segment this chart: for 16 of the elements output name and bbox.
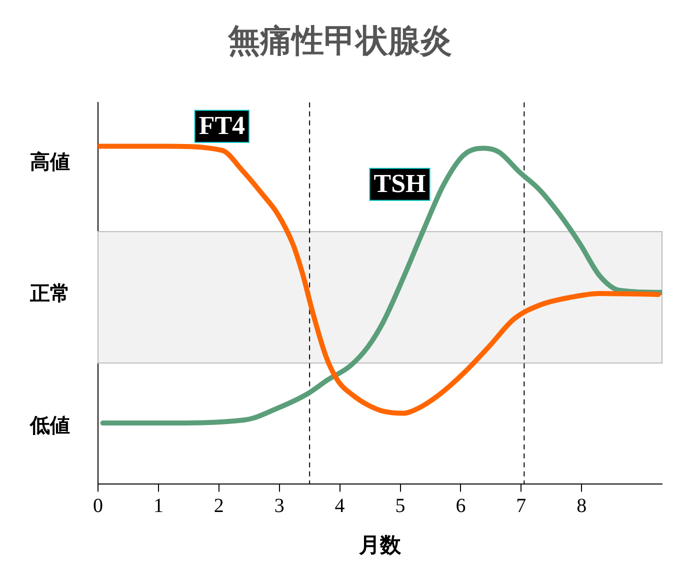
x-tick-label: 1	[153, 495, 164, 518]
x-tick-label: 0	[93, 495, 103, 518]
series-label: FT4	[198, 111, 246, 140]
x-tick-label: 4	[334, 495, 345, 518]
series-label: TSH	[374, 169, 426, 198]
x-axis-title: 月数	[358, 532, 402, 557]
text: 低値	[29, 412, 70, 437]
x-tick-label: 5	[395, 495, 406, 518]
chart-title: 無痛性甲状腺炎	[227, 22, 452, 60]
x-tick-label: 3	[274, 495, 284, 518]
x-tick-label: 2	[214, 495, 224, 518]
text: 高値	[30, 150, 70, 174]
x-tick-label: 6	[456, 495, 466, 518]
x-tick-label: 8	[576, 495, 587, 518]
x-tick-label: 7	[516, 495, 526, 518]
text: 正常	[29, 281, 70, 306]
